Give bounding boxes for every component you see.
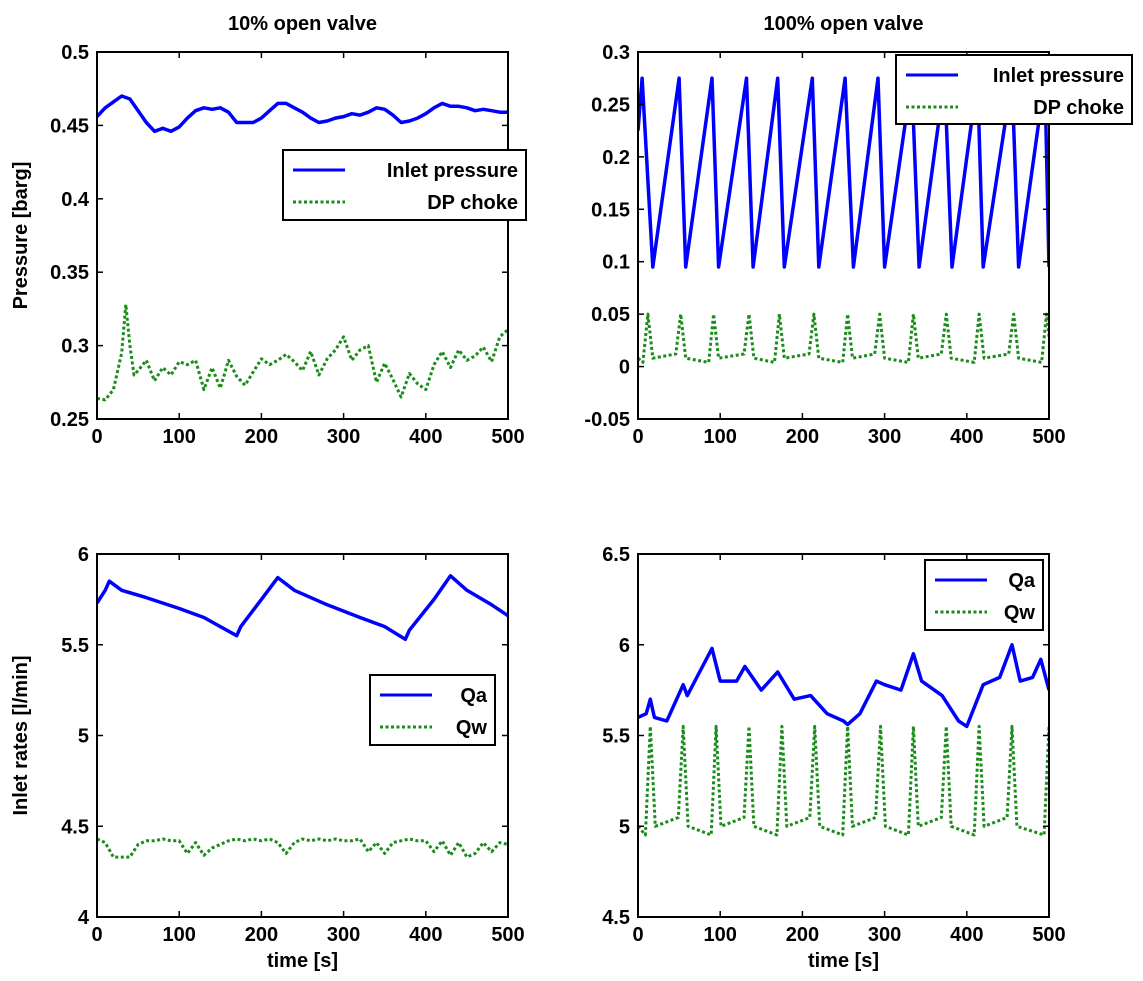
x-axis-label: time [s] <box>808 950 879 972</box>
x-tick-label: 300 <box>868 924 901 946</box>
subplot-title: 100% open valve <box>763 13 923 35</box>
series-line-inlet-pressure <box>97 94 508 134</box>
subplot-title: 10% open valve <box>228 13 377 35</box>
series-line-qw <box>97 837 508 859</box>
x-tick-label: 500 <box>491 924 524 946</box>
y-tick-label: 0.2 <box>602 147 630 169</box>
y-tick-label: 0.35 <box>50 262 89 284</box>
y-axis-label: Inlet rates [l/min] <box>10 655 32 815</box>
series-line-qa <box>638 643 1049 729</box>
legend: Inlet pressure DP choke <box>282 149 527 221</box>
series-group <box>97 574 508 859</box>
series-group <box>97 94 508 402</box>
y-tick-label: 0.25 <box>50 409 89 431</box>
series-line-qa <box>97 574 508 642</box>
y-tick-label: 5 <box>78 726 89 748</box>
y-tick-label: 0.3 <box>61 336 89 358</box>
x-tick-label: 200 <box>245 426 278 448</box>
y-axis-label: Pressure [barg] <box>10 162 32 310</box>
y-tick-label: 4 <box>78 907 90 929</box>
subplot-1: 0 100 200 300 400 500 0.25 0.3 0.35 0.4 0.45 0.5 10%… <box>10 13 527 448</box>
legend-label: Qw <box>1004 602 1036 624</box>
y-tick-label: 0.05 <box>591 304 630 326</box>
x-tick-label: 200 <box>245 924 278 946</box>
y-tick-label: 5.5 <box>61 635 89 657</box>
y-tick-label: 0.5 <box>61 42 89 64</box>
y-tick-label: 0.25 <box>591 94 630 116</box>
x-tick-label: 500 <box>491 426 524 448</box>
x-tick-label: 100 <box>163 924 196 946</box>
x-tick-label: 400 <box>950 426 983 448</box>
legend-label: DP choke <box>427 192 518 214</box>
y-tick-label: 0.15 <box>591 199 630 221</box>
legend-box <box>924 559 1044 631</box>
legend-box <box>282 149 527 221</box>
x-tick-label: 0 <box>91 426 102 448</box>
x-tick-label: 100 <box>704 924 737 946</box>
y-tick-label: -0.05 <box>584 409 630 431</box>
legend: Qa Qw <box>924 559 1044 631</box>
x-tick-label: 0 <box>91 924 102 946</box>
x-tick-label: 300 <box>868 426 901 448</box>
series-group <box>638 76 1049 364</box>
x-tick-label: 400 <box>950 924 983 946</box>
x-tick-label: 0 <box>632 924 643 946</box>
axes-box <box>96 51 509 420</box>
y-tick-label: 0.1 <box>602 252 630 274</box>
subplot-3: 0 100 200 300 400 500 4 4.5 5 5.5 6 time [s] Inlet r… <box>10 544 525 972</box>
y-tick-label: 0.4 <box>61 189 90 211</box>
y-tick-label: 6 <box>78 544 89 566</box>
subplot-4: 0 100 200 300 400 500 4.5 5 5.5 6 6.5 time [s] Qa Qw <box>602 544 1066 972</box>
y-tick-label: 6.5 <box>602 544 630 566</box>
y-tick-label: 4.5 <box>61 816 89 838</box>
axes-box <box>637 51 1050 420</box>
legend: Qa Qw <box>369 674 496 746</box>
legend-label: Inlet pressure <box>387 160 518 182</box>
series-line-dp-choke <box>97 303 508 402</box>
legend-label: Qa <box>460 685 488 707</box>
legend-box <box>369 674 496 746</box>
x-tick-label: 100 <box>704 426 737 448</box>
y-tick-label: 0 <box>619 357 630 379</box>
y-tick-label: 0.45 <box>50 115 89 137</box>
x-tick-label: 100 <box>163 426 196 448</box>
x-tick-label: 300 <box>327 924 360 946</box>
legend-label: DP choke <box>1033 97 1124 119</box>
legend-label: Inlet pressure <box>993 65 1124 87</box>
x-tick-label: 500 <box>1032 426 1065 448</box>
legend-label: Qa <box>1008 570 1036 592</box>
x-tick-label: 200 <box>786 924 819 946</box>
y-tick-label: 6 <box>619 635 630 657</box>
subplot-2: 0 100 200 300 400 500-0.0500.050.10.150.20.25… <box>584 13 1133 448</box>
x-tick-label: 400 <box>409 924 442 946</box>
series-line-qw <box>638 724 1049 837</box>
series-line-dp-choke <box>638 312 1049 364</box>
series-group <box>638 643 1049 837</box>
series-line-inlet-pressure <box>638 76 1049 269</box>
x-tick-label: 400 <box>409 426 442 448</box>
y-tick-label: 4.5 <box>602 907 630 929</box>
x-tick-label: 0 <box>632 426 643 448</box>
x-tick-label: 500 <box>1032 924 1065 946</box>
x-tick-label: 200 <box>786 426 819 448</box>
legend: Inlet pressure DP choke <box>895 54 1133 125</box>
x-tick-label: 300 <box>327 426 360 448</box>
y-tick-label: 5.5 <box>602 726 630 748</box>
y-tick-label: 5 <box>619 816 630 838</box>
y-tick-label: 0.3 <box>602 42 630 64</box>
legend-label: Qw <box>456 717 488 739</box>
x-axis-label: time [s] <box>267 950 338 972</box>
legend-box <box>895 54 1133 125</box>
